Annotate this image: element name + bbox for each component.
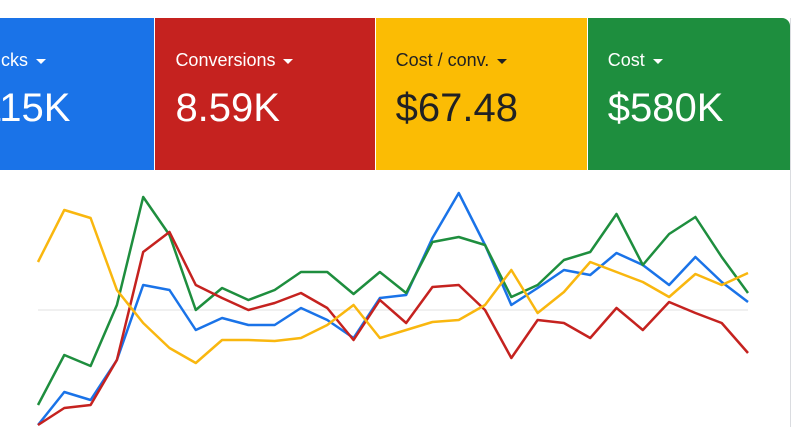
metric-title: Cost bbox=[608, 50, 663, 71]
series-line bbox=[37, 230, 749, 427]
metric-card[interactable]: Cost $580K bbox=[587, 18, 790, 170]
panel-edge bbox=[790, 18, 791, 427]
metric-value: $580K bbox=[607, 86, 724, 130]
series-line bbox=[36, 208, 749, 365]
series-line bbox=[37, 191, 749, 426]
metric-value: 8.59K bbox=[175, 86, 280, 130]
metric-card[interactable]: Cost / conv. $67.48 bbox=[375, 18, 587, 170]
metric-title: Conversions bbox=[175, 50, 293, 71]
metric-card[interactable]: Conversions 8.59K bbox=[155, 18, 375, 170]
series-line bbox=[36, 195, 750, 406]
metric-cards: Clicks 115K Conversions 8.59K Cost / conv. $6… bbox=[0, 18, 790, 170]
metric-title: Clicks bbox=[0, 50, 46, 71]
metric-value: 115K bbox=[0, 86, 71, 130]
metric-title: Cost / conv. bbox=[396, 50, 508, 71]
metric-card[interactable]: Clicks 115K bbox=[0, 18, 155, 170]
metric-value: $67.48 bbox=[395, 86, 518, 130]
